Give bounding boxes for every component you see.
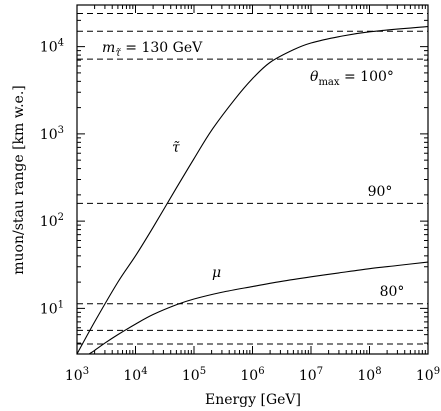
x-axis-label: Energy [GeV] bbox=[205, 392, 301, 408]
stau-range-curve bbox=[77, 25, 428, 354]
x-tick-label: 103 bbox=[65, 366, 89, 384]
muon-range-curve bbox=[88, 261, 428, 354]
reference-lines bbox=[77, 12, 428, 345]
theta-90-annotation: 90° bbox=[368, 184, 393, 200]
y-axis-label: muon/stau range [km w.e.] bbox=[11, 85, 27, 274]
axis-ticks bbox=[76, 4, 429, 355]
theta-80-annotation: 80° bbox=[380, 284, 405, 300]
x-tick-label: 109 bbox=[416, 366, 440, 384]
y-tick-label: 101 bbox=[40, 299, 64, 317]
y-tick-label: 104 bbox=[40, 38, 64, 56]
y-tick-label: 102 bbox=[40, 212, 64, 230]
x-tick-label: 107 bbox=[299, 366, 323, 384]
x-tick-label: 106 bbox=[240, 366, 264, 384]
theta-max-100-annotation: θmax = 100° bbox=[310, 69, 394, 88]
plot-frame bbox=[76, 4, 429, 355]
curves bbox=[77, 25, 428, 354]
stau-mass-annotation: mτ̃ = 130 GeV bbox=[102, 40, 203, 59]
axis-tick-labels: 103 104 105 106 107 108 109 101 102 103 104 bbox=[40, 38, 440, 384]
x-tick-label: 108 bbox=[357, 366, 381, 384]
x-tick-label: 105 bbox=[182, 366, 206, 384]
y-tick-label: 103 bbox=[40, 125, 64, 143]
stau-curve-label: τ̃ bbox=[172, 140, 180, 156]
muon-curve-label: μ bbox=[212, 265, 221, 281]
x-tick-label: 104 bbox=[123, 366, 147, 384]
